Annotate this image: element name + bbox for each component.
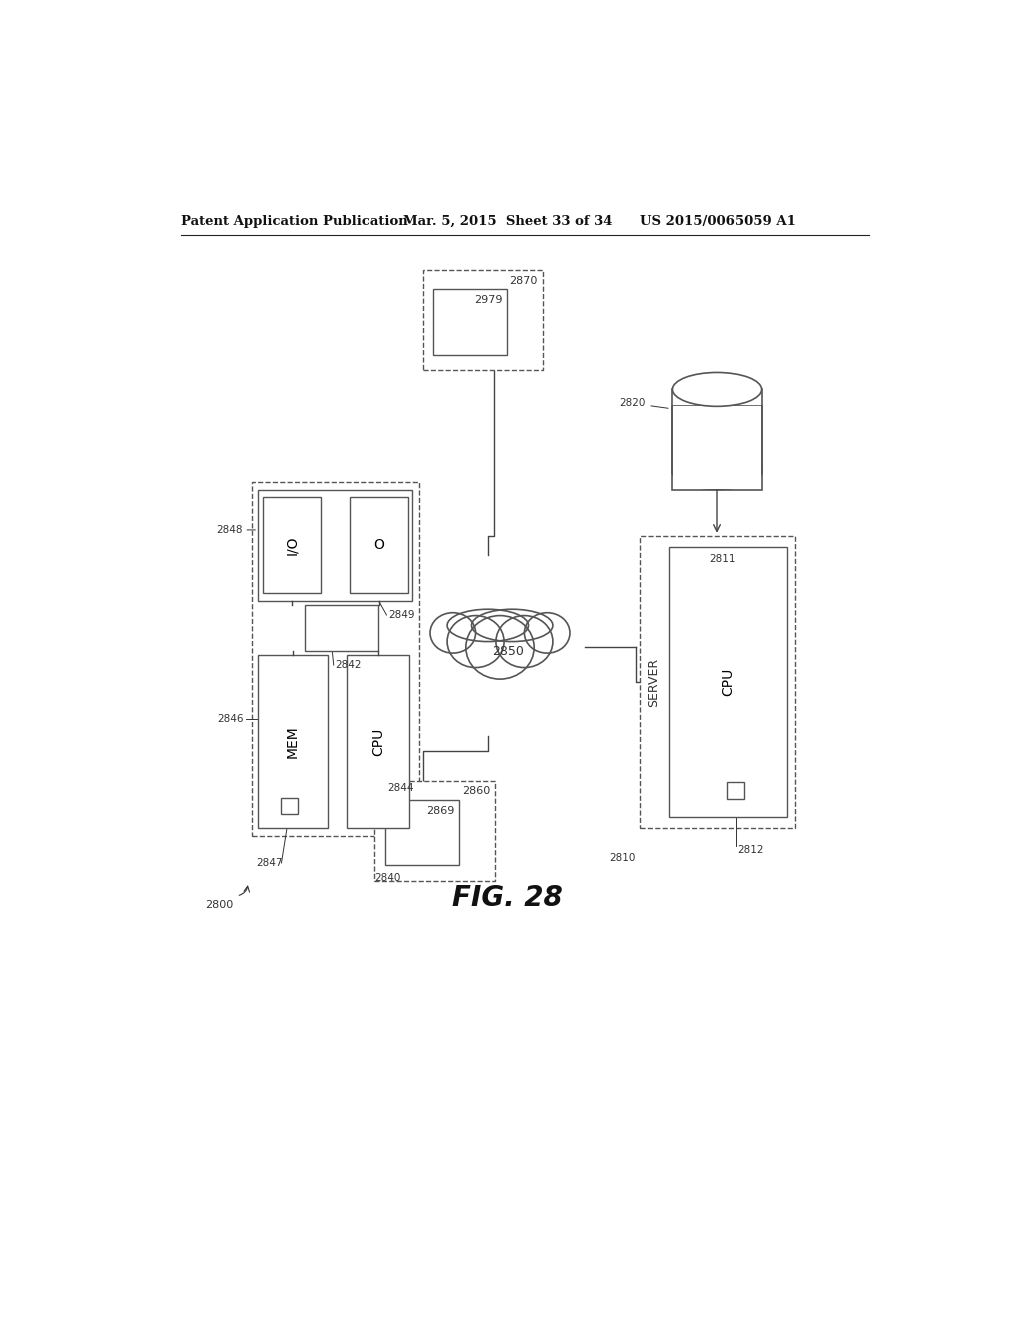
- Ellipse shape: [447, 610, 528, 642]
- Text: 2860: 2860: [462, 787, 489, 796]
- Bar: [669, 548, 786, 817]
- Bar: [252, 482, 419, 836]
- Text: 2869: 2869: [426, 805, 455, 816]
- Text: 2820: 2820: [618, 399, 668, 408]
- Bar: [640, 536, 795, 829]
- Bar: [263, 498, 321, 594]
- Bar: [433, 289, 507, 355]
- Text: 2812: 2812: [737, 845, 764, 855]
- Text: 2846: 2846: [218, 714, 245, 723]
- Bar: [349, 498, 408, 594]
- Ellipse shape: [447, 615, 504, 668]
- Bar: [375, 780, 495, 880]
- Text: 2844: 2844: [388, 783, 414, 793]
- Text: 2848: 2848: [216, 525, 243, 535]
- Text: O: O: [374, 539, 384, 552]
- Text: 2847: 2847: [256, 858, 283, 869]
- Bar: [385, 800, 459, 866]
- Text: 2870: 2870: [510, 276, 538, 286]
- Text: MEM: MEM: [286, 725, 300, 758]
- Ellipse shape: [673, 372, 762, 407]
- Text: US 2015/0065059 A1: US 2015/0065059 A1: [640, 215, 796, 228]
- Bar: [727, 781, 744, 799]
- Ellipse shape: [496, 615, 553, 668]
- Bar: [423, 271, 543, 370]
- Text: SERVER: SERVER: [647, 657, 659, 706]
- Text: 2850: 2850: [492, 644, 523, 657]
- Bar: [305, 605, 378, 651]
- Ellipse shape: [466, 615, 535, 678]
- Bar: [673, 407, 762, 490]
- Bar: [673, 407, 761, 488]
- Text: CPU: CPU: [372, 727, 385, 756]
- Ellipse shape: [524, 612, 570, 653]
- Text: 2810: 2810: [609, 853, 636, 862]
- Text: 2849: 2849: [388, 610, 415, 620]
- Text: 2979: 2979: [474, 296, 503, 305]
- Bar: [258, 655, 328, 829]
- Text: Patent Application Publication: Patent Application Publication: [180, 215, 408, 228]
- Ellipse shape: [430, 612, 475, 653]
- Ellipse shape: [673, 455, 762, 490]
- Text: 2842: 2842: [335, 660, 361, 671]
- Text: 2840: 2840: [375, 874, 400, 883]
- Text: I/O: I/O: [285, 536, 299, 556]
- Bar: [281, 797, 298, 814]
- Bar: [258, 490, 413, 601]
- Text: Mar. 5, 2015  Sheet 33 of 34: Mar. 5, 2015 Sheet 33 of 34: [403, 215, 612, 228]
- Text: FIG. 28: FIG. 28: [453, 883, 563, 912]
- Bar: [347, 655, 410, 829]
- Text: CPU: CPU: [721, 668, 735, 696]
- Ellipse shape: [471, 610, 553, 642]
- Text: 2811: 2811: [710, 554, 736, 564]
- Text: 2800: 2800: [206, 900, 233, 911]
